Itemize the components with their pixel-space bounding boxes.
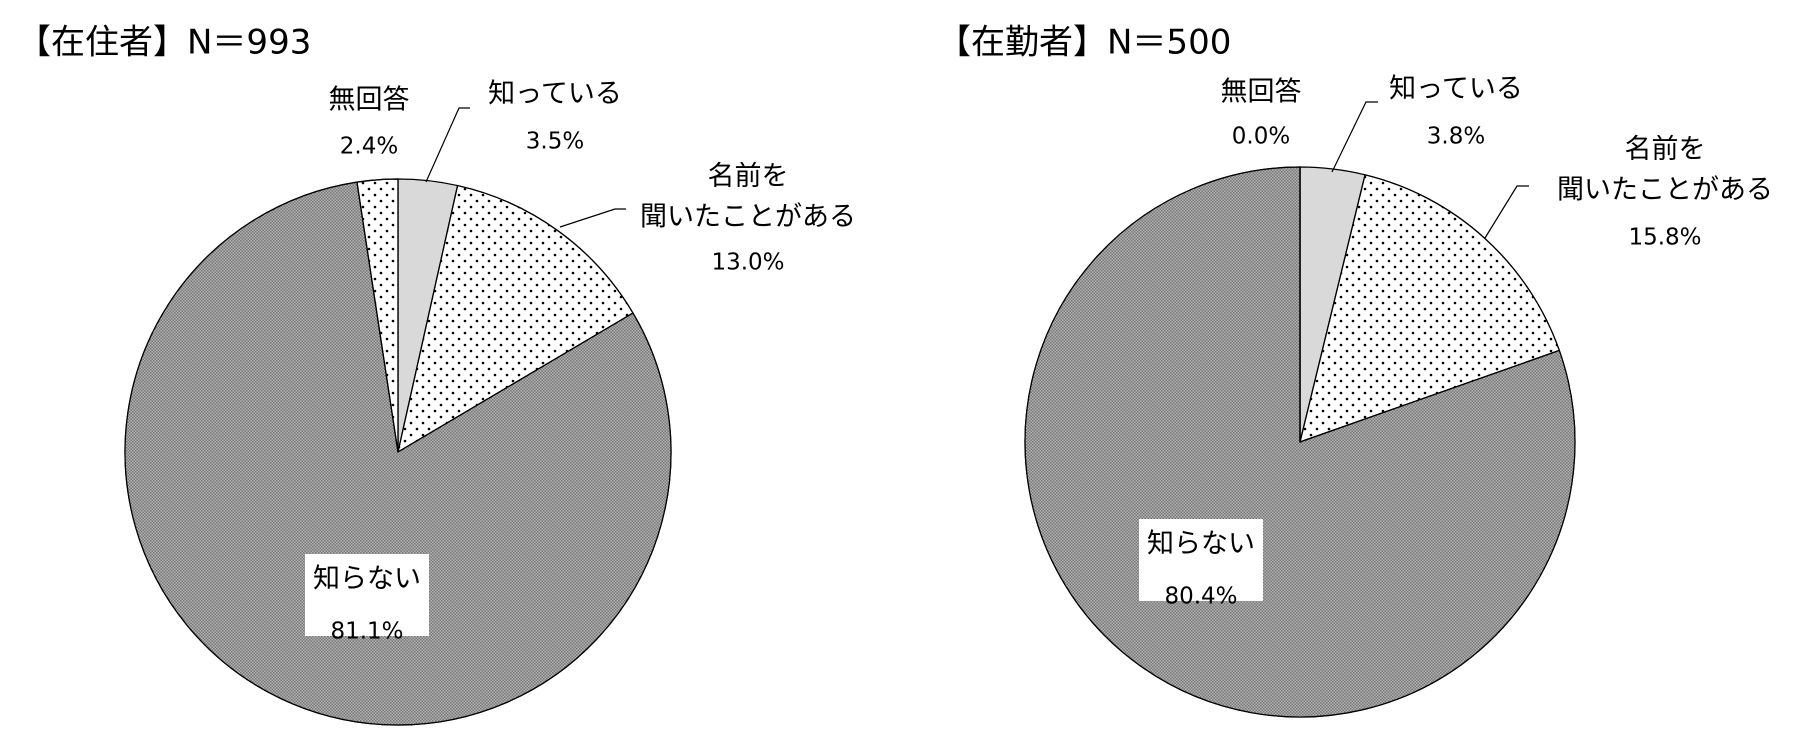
slice-pattern [124, 181, 672, 726]
category-label: 知らない [313, 564, 421, 595]
label-bg [305, 554, 429, 636]
value-label: 13.0% [711, 250, 784, 276]
value-label: 0.0% [1232, 124, 1290, 150]
value-label: 3.8% [1427, 124, 1485, 150]
category-label: 知っている [1389, 74, 1523, 105]
value-label: 15.8% [1628, 225, 1701, 251]
leader-line [559, 208, 626, 228]
category-label: 知っている [488, 79, 622, 110]
category-label: 名前を聞いたことがある [640, 160, 856, 232]
category-label: 名前を聞いたことがある [1557, 133, 1773, 205]
value-label: 81.1% [330, 619, 403, 645]
chart-title: 【在勤者】N＝500 [937, 23, 1231, 63]
leader-line [1484, 185, 1529, 239]
label-bg [1139, 519, 1263, 601]
leader-line [425, 107, 470, 183]
value-label: 80.4% [1164, 584, 1237, 610]
slice-pattern [397, 184, 634, 454]
category-label: 無回答 [1221, 77, 1302, 108]
chart-title: 【在住者】N＝993 [17, 23, 311, 63]
slice-pattern [356, 178, 399, 453]
value-label: 3.5% [526, 129, 584, 155]
value-label: 2.4% [340, 134, 398, 160]
category-label: 無回答 [329, 85, 410, 116]
slice-pattern [1299, 174, 1561, 443]
leader-line [1331, 101, 1378, 173]
category-label: 知らない [1147, 529, 1255, 560]
